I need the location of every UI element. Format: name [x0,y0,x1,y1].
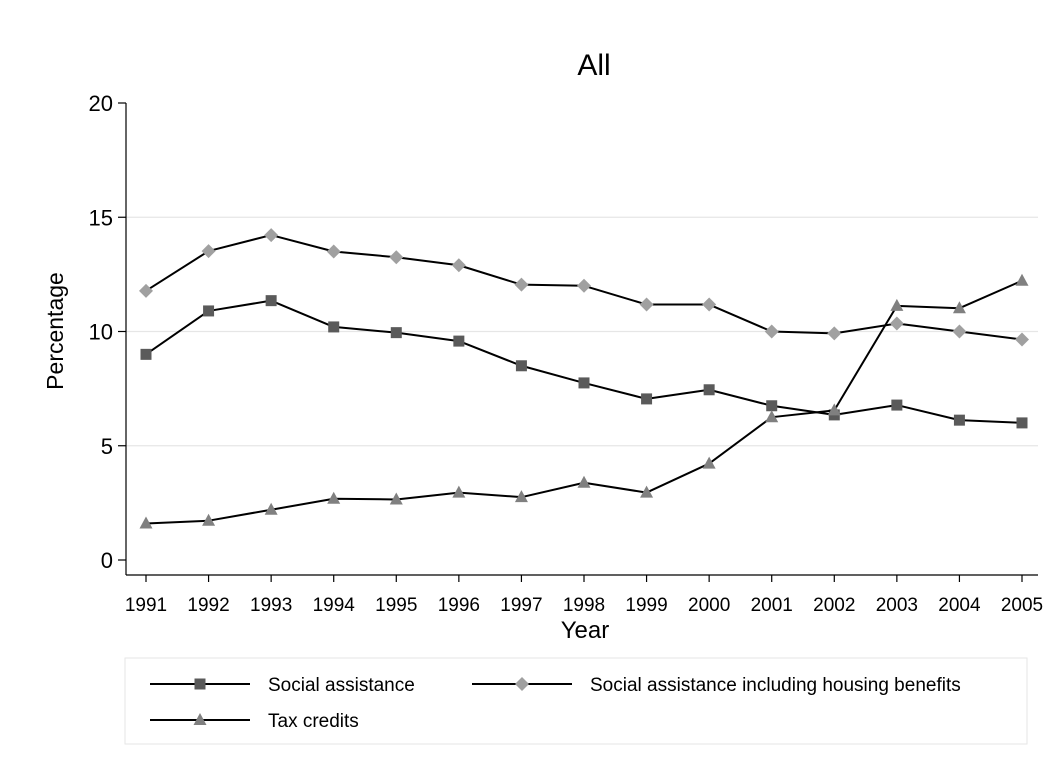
data-point [703,384,715,396]
legend: Social assistance Social assistance inclu… [124,657,1028,745]
data-point [389,250,404,265]
chart-title: All [577,49,610,82]
data-point [953,414,965,426]
x-axis-title: Year [561,617,610,644]
y-tick-label: 10 [89,320,113,345]
data-point [952,301,966,314]
data-point [139,516,153,529]
data-point [514,277,529,292]
x-tick-label: 1997 [500,595,542,616]
legend-marker [515,677,529,691]
series-social-assistance [140,295,1028,429]
data-point [139,283,153,298]
data-point [264,228,279,243]
x-tick-label: 1992 [187,595,229,616]
data-point [1016,417,1028,429]
y-tick-label: 0 [101,548,113,573]
data-point [702,297,717,312]
data-point [515,360,527,372]
data-point [202,513,216,526]
data-point [514,490,528,503]
x-tick-label: 2002 [813,595,855,616]
x-tick-label: 1993 [250,595,292,616]
data-point [201,244,216,259]
data-point [264,502,278,515]
data-point [326,244,341,259]
y-axis-title: Percentage [42,272,68,390]
x-tick-label: 2001 [751,595,793,616]
data-point [203,305,215,317]
data-point [140,348,152,360]
axes: 0 5 10 15 20 1991 1992 1993 1994 1995 1996 1997 1998… [89,91,1044,616]
y-tick-label: 15 [89,205,113,230]
x-tick-label: 2004 [938,595,981,616]
legend-item-tax-credits: Tax credits [150,711,359,732]
grid-lines [126,216,1038,447]
legend-label: Social assistance including housing bene… [590,675,961,696]
data-point [1015,332,1029,347]
data-point [452,485,466,498]
series-social-assistance-including-housing-benefits [139,228,1029,347]
y-tick-label: 20 [89,91,113,116]
data-point [328,321,340,333]
data-point [702,456,716,469]
series-lines [139,228,1029,529]
data-point [827,326,842,341]
data-point [765,410,779,423]
x-tick-label: 1998 [563,595,605,616]
data-point [952,324,967,339]
data-point [577,278,591,293]
data-point [766,400,778,412]
data-point [890,298,904,311]
legend-item-social-assistance-including-housing-benefits: Social assistance including housing bene… [472,675,961,696]
series-tax-credits [139,273,1029,529]
data-point [891,399,903,411]
legend-marker [193,713,207,725]
data-point [640,485,654,498]
data-point [578,377,590,389]
x-tick-label: 1991 [125,595,167,616]
legend-marker [194,678,206,690]
data-point [764,324,779,339]
legend-box [124,657,1028,745]
data-point [389,492,403,505]
y-tick-label: 5 [101,434,113,459]
data-point [577,475,591,488]
legend-label: Social assistance [268,675,415,696]
data-point [327,491,341,504]
series-line [145,299,1023,424]
data-point [451,258,466,273]
data-point [889,316,904,331]
data-point [1015,273,1029,286]
data-point [390,327,402,339]
legend-label: Tax credits [268,711,359,732]
x-tick-label: 1996 [438,595,480,616]
x-tick-label: 1994 [313,595,356,616]
data-point [827,403,841,416]
legend-item-social-assistance: Social assistance [150,675,415,696]
x-tick-label: 2005 [1001,595,1043,616]
x-tick-label: 1995 [375,595,417,616]
x-tick-label: 2003 [876,595,918,616]
data-point [639,297,654,312]
data-point [265,295,277,307]
data-point [641,393,653,405]
x-tick-label: 2000 [688,595,730,616]
x-tick-label: 1999 [625,595,667,616]
data-point [453,335,465,347]
